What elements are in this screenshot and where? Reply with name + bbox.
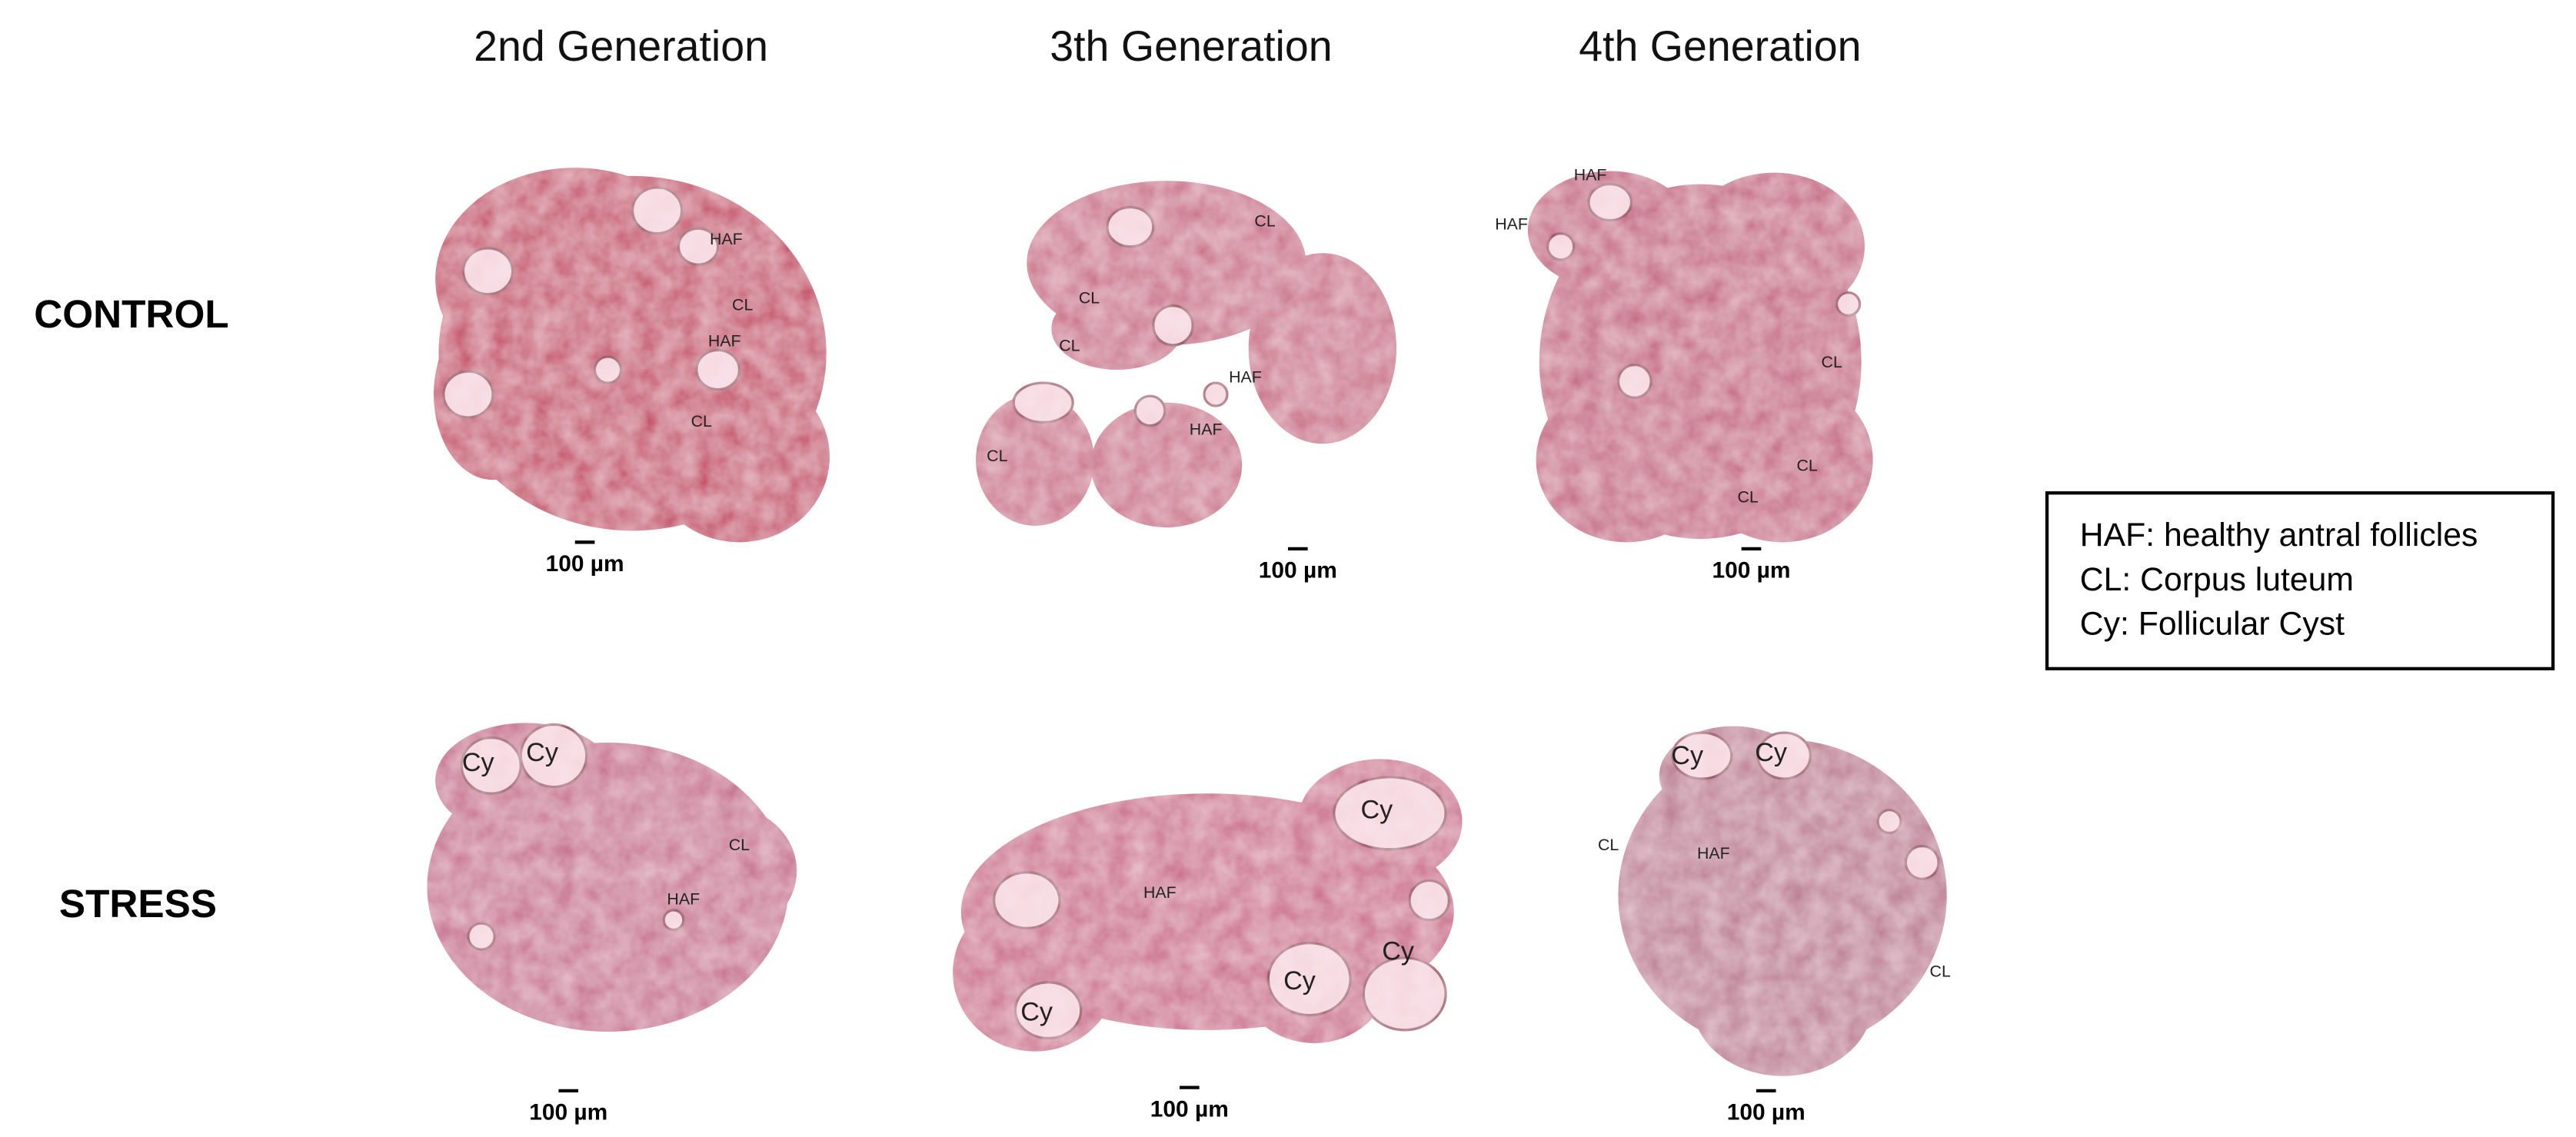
- follicle: [1671, 731, 1733, 780]
- tissue-label: HAF: [1574, 166, 1607, 185]
- tissue-label: Cy: [1382, 936, 1415, 966]
- follicle: [1133, 394, 1167, 427]
- tissue-label: HAF: [708, 331, 741, 350]
- follicle: [695, 348, 741, 391]
- scale-bar-label: 100 µm: [1727, 1100, 1806, 1125]
- tissue-panel: [976, 181, 1397, 528]
- row-label: STRESS: [59, 882, 217, 926]
- tissue-panel: [1618, 726, 1947, 1076]
- scale-bar-label: 100 µm: [1150, 1096, 1229, 1122]
- tissue-panel: [434, 168, 830, 543]
- follicle: [1152, 304, 1194, 347]
- follicle: [1835, 291, 1862, 317]
- scale-bar-label: 100 µm: [529, 1100, 607, 1125]
- tissue-label: CL: [1930, 962, 1951, 981]
- follicle: [677, 227, 720, 266]
- tissue-label: HAF: [1190, 421, 1223, 439]
- column-header: 2nd Generation: [474, 22, 768, 70]
- tissue: [976, 394, 1094, 526]
- tissue-label: Cy: [1671, 741, 1704, 770]
- legend-item: CL: Corpus luteum: [2080, 561, 2354, 598]
- tissue: [648, 371, 830, 543]
- tissue-label: Cy: [1360, 796, 1393, 825]
- follicle: [1106, 205, 1155, 248]
- tissue: [1683, 172, 1865, 321]
- tissue: [1536, 377, 1717, 543]
- tissue-label: CL: [732, 295, 753, 314]
- tissue-label: CL: [1796, 457, 1817, 475]
- tissue-label: HAF: [1143, 883, 1177, 902]
- tissue-label: CL: [987, 447, 1007, 465]
- tissue-label: HAF: [1495, 215, 1528, 234]
- tissue-panel: [1527, 171, 1873, 543]
- tissue-label: CL: [1598, 836, 1619, 854]
- tissue: [648, 805, 797, 937]
- tissue-label: HAF: [710, 230, 743, 248]
- follicle: [1616, 363, 1652, 399]
- scale-bar-label: 100 µm: [1259, 558, 1337, 583]
- tissue: [1090, 402, 1243, 528]
- follicle: [1013, 981, 1083, 1040]
- row-label: CONTROL: [34, 292, 228, 336]
- tissue-label: CL: [691, 412, 712, 431]
- follicle: [1362, 956, 1447, 1032]
- follicle: [1904, 844, 1940, 880]
- tissue: [1527, 171, 1692, 290]
- follicle: [1012, 381, 1074, 424]
- tissue-label: CL: [1079, 289, 1100, 308]
- legend-item: Cy: Follicular Cyst: [2080, 606, 2345, 643]
- legend-box: [2045, 491, 2555, 670]
- tissue-label: HAF: [1697, 844, 1730, 863]
- legend-item: HAF: healthy antral follicles: [2080, 517, 2478, 554]
- column-header: 3th Generation: [1050, 22, 1332, 70]
- tissue-label: Cy: [1755, 738, 1788, 767]
- tissue-label: CL: [1254, 211, 1275, 230]
- tissue-label: HAF: [1229, 367, 1262, 386]
- follicle: [1587, 182, 1633, 222]
- follicle: [1266, 942, 1352, 1017]
- follicle: [460, 736, 522, 795]
- tissue: [1248, 253, 1397, 444]
- tissue-label: CL: [1738, 487, 1759, 506]
- tissue: [1692, 928, 1873, 1076]
- tissue-label: CL: [729, 836, 750, 854]
- follicle: [519, 723, 588, 789]
- scale-bar-label: 100 µm: [546, 551, 624, 577]
- tissue: [1051, 288, 1183, 370]
- scale-bar-label: 100 µm: [1712, 558, 1790, 583]
- tissue-panel: [427, 723, 797, 1032]
- follicle: [1546, 232, 1576, 261]
- tissue-label: Cy: [1020, 998, 1053, 1027]
- follicle: [593, 355, 623, 384]
- tissue: [1692, 377, 1873, 543]
- follicle: [1756, 731, 1812, 780]
- follicle: [1876, 808, 1902, 835]
- follicle: [467, 922, 496, 951]
- follicle: [631, 186, 684, 235]
- follicle: [662, 909, 685, 932]
- tissue-label: Cy: [1283, 966, 1316, 996]
- follicle: [461, 247, 514, 296]
- follicle: [1333, 776, 1447, 851]
- tissue-panel: [953, 759, 1463, 1052]
- tissue-label: Cy: [526, 738, 559, 767]
- tissue-label: Cy: [462, 748, 495, 777]
- column-header: 4th Generation: [1579, 22, 1861, 70]
- follicle: [992, 871, 1061, 929]
- tissue-label: CL: [1059, 337, 1080, 355]
- follicle: [442, 370, 494, 419]
- tissue-label: CL: [1822, 353, 1842, 371]
- follicle: [1408, 879, 1450, 922]
- tissue-label: HAF: [667, 890, 700, 909]
- follicle: [1203, 381, 1229, 407]
